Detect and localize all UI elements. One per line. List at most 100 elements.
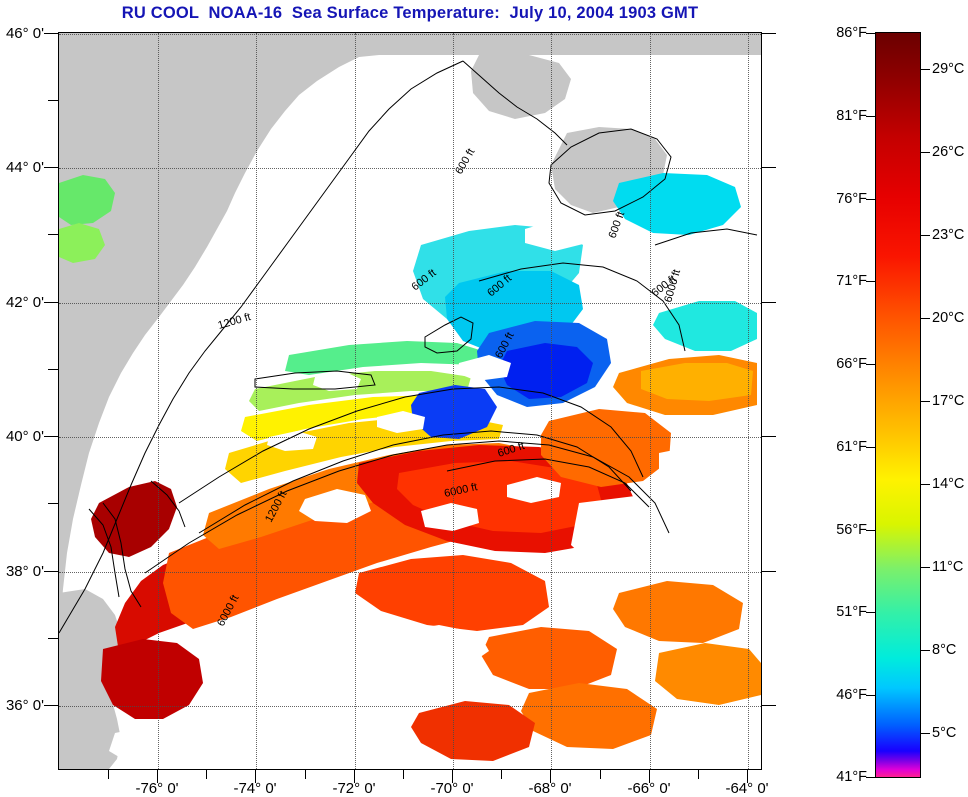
y-tick-right xyxy=(762,436,776,437)
colorbar-label-c: 17°C xyxy=(932,393,965,409)
y-tick-major xyxy=(44,167,58,168)
y-axis-label: 40° 0' xyxy=(5,428,44,445)
colorbar-tick-f xyxy=(866,199,875,200)
y-tick-minor xyxy=(48,638,58,639)
x-tick-major xyxy=(354,770,355,783)
colorbar-tick-c xyxy=(921,733,930,734)
colorbar-tick-c xyxy=(921,69,930,70)
y-tick-major xyxy=(44,436,58,437)
y-tick-right xyxy=(762,302,776,303)
x-tick-major xyxy=(157,770,158,783)
x-axis-label: -72° 0' xyxy=(332,780,376,797)
colorbar-label-c: 5°C xyxy=(932,725,957,741)
colorbar-label-f: 81°F xyxy=(836,108,867,124)
sst-patch-scotian-shelf xyxy=(613,173,741,235)
colorbar-tick-f xyxy=(866,612,875,613)
colorbar-tick-c xyxy=(921,484,930,485)
y-axis-label: 36° 0' xyxy=(5,697,44,714)
colorbar-tick-f xyxy=(866,281,875,282)
colorbar-label-f: 41°F xyxy=(836,769,867,785)
colorbar[interactable] xyxy=(875,32,921,778)
colorbar-label-f: 46°F xyxy=(836,687,867,703)
sst-patch-delmarva xyxy=(101,639,203,719)
colorbar-tick-c xyxy=(921,567,930,568)
sst-patch-chesapeake xyxy=(91,481,177,557)
colorbar-label-c: 26°C xyxy=(932,144,965,160)
sst-patch-cold-blue-west xyxy=(411,385,497,439)
colorbar-label-c: 20°C xyxy=(932,310,965,326)
sst-patch-south-warm xyxy=(355,555,549,631)
y-tick-major xyxy=(44,705,58,706)
colorbar-label-f: 86°F xyxy=(836,25,867,41)
land-mass-mid-atlantic xyxy=(59,589,121,769)
y-tick-minor xyxy=(48,503,58,504)
sst-patch-lake-erie xyxy=(59,223,105,263)
sst-patch-south-warm2 xyxy=(481,627,617,689)
colorbar-label-c: 11°C xyxy=(932,559,964,575)
x-axis-label: -70° 0' xyxy=(430,780,474,797)
x-tick-minor xyxy=(108,770,109,779)
y-tick-right xyxy=(762,33,776,34)
land-maine-interior xyxy=(471,55,571,119)
colorbar-gradient xyxy=(875,32,921,778)
colorbar-tick-f xyxy=(866,777,875,778)
x-tick-major xyxy=(649,770,650,783)
colorbar-tick-f xyxy=(866,530,875,531)
colorbar-tick-c xyxy=(921,318,930,319)
x-tick-minor xyxy=(305,770,306,779)
colorbar-tick-f xyxy=(866,695,875,696)
y-axis-label: 42° 0' xyxy=(5,294,44,311)
colorbar-label-f: 56°F xyxy=(836,522,867,538)
colorbar-tick-c xyxy=(921,650,930,651)
colorbar-label-c: 14°C xyxy=(932,476,965,492)
sst-patch-southeast-warm xyxy=(613,581,743,643)
x-tick-major xyxy=(550,770,551,783)
y-tick-major xyxy=(44,33,58,34)
map-canvas: 600 ft 600 ft 600 ft 600 ft 600 ft 6000 … xyxy=(59,33,761,769)
sst-patch-scotian-east xyxy=(653,301,757,351)
page-title: RU COOL NOAA-16 Sea Surface Temperature:… xyxy=(121,4,699,22)
x-tick-major xyxy=(255,770,256,783)
y-tick-major xyxy=(44,302,58,303)
sst-patch-south-warm3 xyxy=(521,683,657,749)
x-tick-minor xyxy=(206,770,207,779)
sst-raster: 600 ft 600 ft 600 ft 600 ft 600 ft 6000 … xyxy=(59,33,761,769)
x-tick-major xyxy=(452,770,453,783)
colorbar-label-f: 66°F xyxy=(836,356,867,372)
cloud-mask xyxy=(109,219,759,763)
y-tick-minor xyxy=(48,234,58,235)
x-axis-label: -64° 0' xyxy=(725,780,769,797)
x-axis-label: -76° 0' xyxy=(135,780,179,797)
sst-patch-lake-ontario xyxy=(59,175,115,225)
colorbar-label-c: 23°C xyxy=(932,227,965,243)
colorbar-label-f: 76°F xyxy=(836,191,867,207)
sst-patch-southeast-warm2 xyxy=(655,643,761,705)
y-tick-right xyxy=(762,705,776,706)
colorbar-tick-f xyxy=(866,33,875,34)
colorbar-label-c: 8°C xyxy=(932,642,957,658)
x-axis-label: -68° 0' xyxy=(528,780,572,797)
sst-patch-slope-warm-east2 xyxy=(641,363,753,401)
y-axis-label: 38° 0' xyxy=(5,563,44,580)
sst-patch-south-warm4 xyxy=(411,701,535,761)
colorbar-label-f: 71°F xyxy=(836,273,867,289)
colorbar-tick-c xyxy=(921,235,930,236)
colorbar-tick-f xyxy=(866,364,875,365)
colorbar-label-f: 61°F xyxy=(836,439,867,455)
x-tick-minor xyxy=(698,770,699,779)
x-tick-major xyxy=(747,770,748,783)
colorbar-tick-c xyxy=(921,401,930,402)
y-tick-minor xyxy=(48,100,58,101)
map-plot-area[interactable]: 600 ft 600 ft 600 ft 600 ft 600 ft 6000 … xyxy=(58,32,762,770)
x-axis-label: -66° 0' xyxy=(627,780,671,797)
sst-patch-shelf-green xyxy=(249,371,471,411)
colorbar-tick-f xyxy=(866,447,875,448)
sst-patch-cold-core-deep xyxy=(499,343,593,399)
land-mass-north xyxy=(59,33,761,633)
y-tick-minor xyxy=(48,369,58,370)
sst-patch-shelf-green2 xyxy=(285,341,483,375)
colorbar-label-c: 29°C xyxy=(932,61,965,77)
y-tick-major xyxy=(44,571,58,572)
x-tick-minor xyxy=(403,770,404,779)
